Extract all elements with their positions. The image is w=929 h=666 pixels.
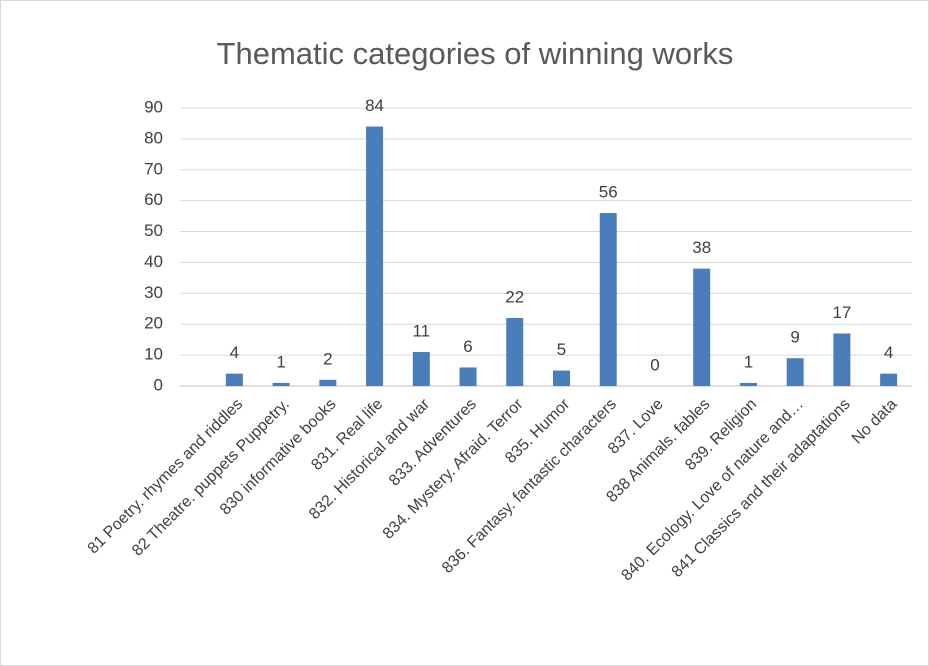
data-label: 11 (412, 322, 430, 341)
bar (272, 382, 290, 386)
bar (506, 318, 524, 386)
data-label: 17 (832, 303, 851, 322)
bar (553, 370, 570, 386)
y-tick-label: 50 (144, 221, 163, 240)
bar (880, 373, 898, 386)
data-label: 1 (276, 352, 285, 371)
bar (459, 367, 477, 386)
data-label: 22 (505, 288, 524, 307)
bar (319, 379, 337, 386)
data-label: 56 (599, 183, 618, 202)
bar (366, 126, 384, 387)
y-tick-label: 40 (144, 252, 163, 271)
data-label: 4 (884, 343, 893, 362)
y-tick-label: 20 (144, 314, 163, 333)
bar (739, 382, 757, 386)
data-label: 5 (557, 340, 566, 359)
y-tick-label: 60 (144, 190, 163, 209)
bar (833, 333, 851, 386)
y-tick-label: 90 (144, 97, 163, 116)
data-label: 38 (692, 238, 711, 257)
y-tick-label: 10 (144, 345, 163, 364)
bar (412, 352, 430, 386)
bar (786, 358, 804, 386)
data-label: 4 (230, 343, 239, 362)
y-tick-label: 70 (144, 159, 163, 178)
chart-title: Thematic categories of winning works (217, 36, 734, 71)
data-label: 6 (463, 337, 472, 356)
bar (693, 268, 711, 386)
bar (225, 373, 243, 386)
bar (599, 213, 617, 386)
data-label: 0 (650, 355, 659, 374)
y-tick-label: 30 (144, 283, 163, 302)
y-tick-label: 80 (144, 128, 163, 147)
data-label: 9 (790, 328, 799, 347)
data-label: 2 (323, 349, 332, 368)
data-label: 1 (744, 352, 753, 371)
y-tick-label: 0 (154, 375, 163, 394)
data-label: 84 (365, 96, 384, 115)
